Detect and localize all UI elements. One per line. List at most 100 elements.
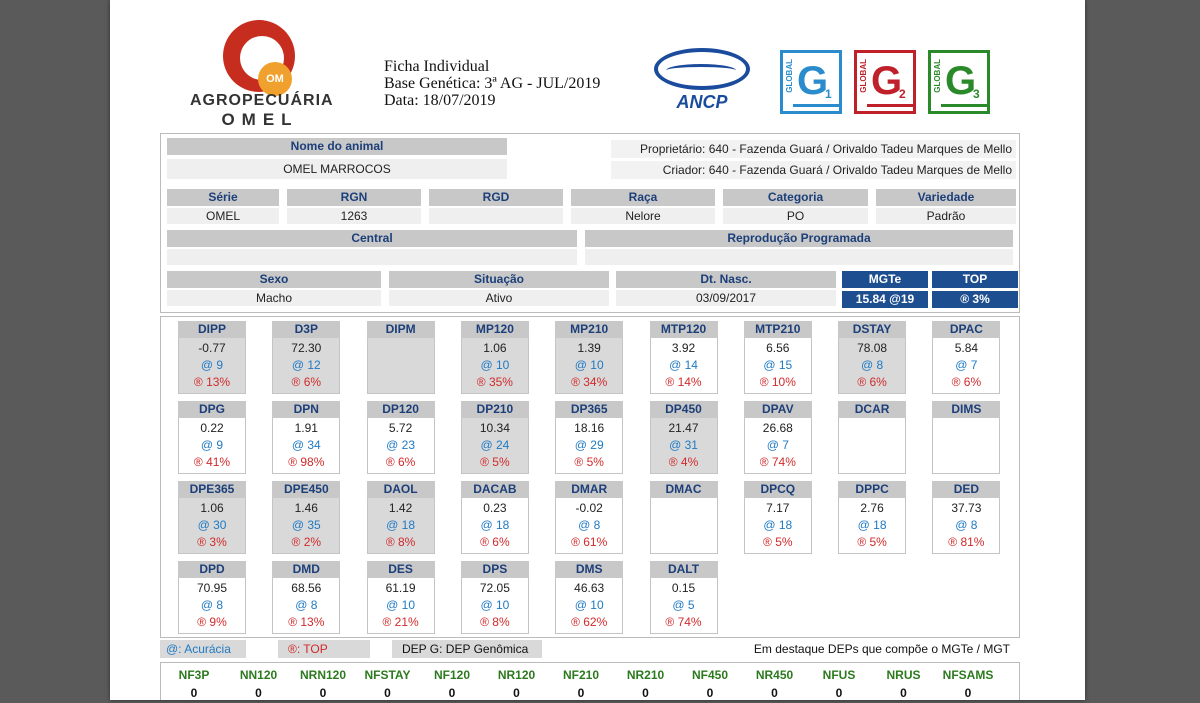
field-label: Categoria bbox=[723, 189, 868, 206]
nf-label: NF3P bbox=[178, 668, 210, 682]
dep-name: DED bbox=[932, 481, 1001, 498]
dep-body bbox=[932, 418, 1001, 474]
dep-body: 61.19 @ 10 ® 21% bbox=[366, 578, 435, 634]
dep-top: ® 81% bbox=[948, 535, 985, 549]
top-value: ® 3% bbox=[932, 291, 1018, 308]
dep-accuracy bbox=[651, 516, 717, 534]
dep-accuracy: @ 8 bbox=[200, 598, 224, 612]
name-label: Nome do animal bbox=[167, 138, 507, 155]
dep-accuracy: @ 15 bbox=[763, 358, 793, 372]
dep-name: DMAC bbox=[649, 481, 718, 498]
dep-body: 0.22 @ 9 ® 41% bbox=[178, 418, 246, 474]
badge-bar bbox=[867, 104, 913, 107]
central-label: Central bbox=[167, 230, 577, 247]
dep-body: 21.47 @ 31 ® 4% bbox=[649, 418, 718, 474]
badge-bar bbox=[793, 104, 839, 107]
dep-top: ® 8% bbox=[480, 615, 510, 629]
dep-card: DPG 0.22 @ 9 ® 41% bbox=[178, 401, 246, 474]
badge-global-label: GLOBAL bbox=[859, 59, 868, 93]
dep-value: 7.17 bbox=[766, 501, 790, 515]
dep-accuracy: @ 10 bbox=[574, 358, 604, 372]
dep-body: 72.05 @ 10 ® 8% bbox=[460, 578, 529, 634]
top-label: TOP bbox=[932, 271, 1018, 288]
repro-label: Reprodução Programada bbox=[585, 230, 1013, 247]
dep-accuracy: @ 10 bbox=[480, 598, 510, 612]
dep-body: 2.76 @ 18 ® 5% bbox=[838, 498, 907, 554]
dep-body: -0.02 @ 8 ® 61% bbox=[555, 498, 624, 554]
dep-body: 7.17 @ 18 ® 5% bbox=[743, 498, 812, 554]
dep-top: ® 5% bbox=[480, 455, 510, 469]
dep-card: DPS 72.05 @ 10 ® 8% bbox=[460, 561, 529, 634]
dep-body: 1.39 @ 10 ® 34% bbox=[555, 338, 624, 394]
nf-cell: NR450 0 bbox=[742, 667, 808, 700]
dep-name: DPD bbox=[178, 561, 246, 578]
dep-top: ® 3% bbox=[197, 535, 227, 549]
nf-value: 0 bbox=[964, 686, 972, 700]
dep-accuracy: @ 23 bbox=[386, 438, 416, 452]
dep-name: DPG bbox=[178, 401, 246, 418]
dep-name: DPE365 bbox=[178, 481, 246, 498]
situacao-label: Situação bbox=[389, 271, 609, 288]
nasc-value: 03/09/2017 bbox=[616, 290, 836, 306]
dep-name: DPCQ bbox=[743, 481, 812, 498]
nf-value: 0 bbox=[190, 686, 198, 700]
dep-body: 1.46 @ 35 ® 2% bbox=[272, 498, 341, 554]
dep-name: DES bbox=[366, 561, 435, 578]
dep-value bbox=[651, 498, 717, 516]
dep-name: DP210 bbox=[460, 401, 529, 418]
dep-card: DPN 1.91 @ 34 ® 98% bbox=[272, 401, 341, 474]
nf-value: 0 bbox=[255, 686, 262, 700]
dep-value: 78.08 bbox=[857, 341, 888, 355]
dep-value: 1.39 bbox=[577, 341, 601, 355]
nf-value: 0 bbox=[513, 686, 520, 700]
nf-cell: NFSTAY 0 bbox=[355, 667, 421, 700]
dep-name: DPPC bbox=[838, 481, 907, 498]
logo-line2: OMEL bbox=[221, 110, 299, 129]
dep-accuracy: @ 9 bbox=[200, 358, 224, 372]
dep-body: 5.84 @ 7 ® 6% bbox=[932, 338, 1001, 394]
field-value: OMEL bbox=[167, 208, 279, 224]
dep-accuracy: @ 35 bbox=[291, 518, 321, 532]
nf-label: NR210 bbox=[626, 668, 665, 682]
field-value: PO bbox=[723, 208, 868, 224]
nf-label: NRUS bbox=[886, 668, 921, 682]
dep-card: DAOL 1.42 @ 18 ® 8% bbox=[366, 481, 435, 554]
dep-card: DPE365 1.06 @ 30 ® 3% bbox=[178, 481, 246, 554]
dep-accuracy: @ 14 bbox=[669, 358, 698, 372]
dep-accuracy: @ 18 bbox=[763, 518, 793, 532]
dep-card: DPD 70.95 @ 8 ® 9% bbox=[178, 561, 246, 634]
dep-card: DMS 46.63 @ 10 ® 62% bbox=[555, 561, 624, 634]
dep-top: ® 21% bbox=[382, 615, 419, 629]
dep-top: ® 4% bbox=[668, 455, 699, 469]
nf-cell: NF3P 0 bbox=[161, 667, 227, 700]
owner: Proprietário: 640 - Fazenda Guará / Oriv… bbox=[611, 140, 1016, 158]
nf-label: NN120 bbox=[239, 668, 278, 682]
dep-body: 18.16 @ 29 ® 5% bbox=[555, 418, 624, 474]
dep-body: 70.95 @ 8 ® 9% bbox=[178, 578, 246, 634]
field-label: Variedade bbox=[876, 189, 1016, 206]
dep-card: DPAC 5.84 @ 7 ® 6% bbox=[932, 321, 1001, 394]
dep-value: 21.47 bbox=[668, 421, 699, 435]
dep-value: 0.23 bbox=[483, 501, 507, 515]
agropecuaria-omel-logo: OM AGROPECUÁRIA OMEL bbox=[190, 20, 333, 130]
nf-value: 0 bbox=[771, 686, 778, 700]
dep-card: DPPC 2.76 @ 18 ® 5% bbox=[838, 481, 907, 554]
nf-label: NFUS bbox=[822, 668, 856, 682]
nf-value: 0 bbox=[384, 686, 391, 700]
dep-body: 46.63 @ 10 ® 62% bbox=[555, 578, 624, 634]
nf-label: NFSTAY bbox=[364, 668, 411, 682]
genetic-base: Base Genética: 3ª AG - JUL/2019 bbox=[384, 75, 601, 92]
animal-name: OMEL MARROCOS bbox=[167, 159, 507, 179]
nf-label: NF120 bbox=[433, 668, 471, 682]
dep-name: DIPP bbox=[178, 321, 246, 338]
dep-name: DIPM bbox=[366, 321, 435, 338]
dep-card: MTP210 6.56 @ 15 ® 10% bbox=[743, 321, 812, 394]
field-value: Padrão bbox=[876, 208, 1016, 224]
dep-name: DPN bbox=[272, 401, 341, 418]
dep-accuracy: @ 31 bbox=[669, 438, 698, 452]
legend: @: Acurácia ®: TOP DEP G: DEP Genômica E… bbox=[160, 640, 1020, 658]
dep-name: DAOL bbox=[366, 481, 435, 498]
dep-card: DACAB 0.23 @ 18 ® 6% bbox=[460, 481, 529, 554]
badge-number: 2 bbox=[899, 87, 906, 101]
ancp-logo: ANCP bbox=[650, 48, 754, 114]
